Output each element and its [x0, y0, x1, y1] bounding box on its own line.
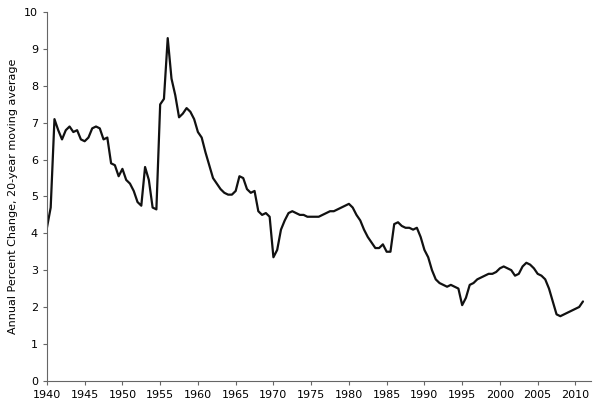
- Y-axis label: Annual Percent Change, 20-year moving average: Annual Percent Change, 20-year moving av…: [8, 59, 19, 334]
